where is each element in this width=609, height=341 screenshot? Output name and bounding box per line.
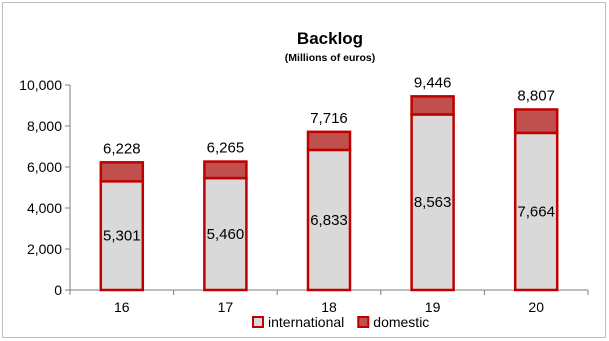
legend-label-domestic: domestic [373, 314, 429, 330]
x-tick-label: 20 [528, 299, 544, 315]
bar-segment-international [203, 176, 248, 292]
y-tick-label: 6,000 [27, 159, 62, 175]
bar-segment-international [306, 148, 352, 292]
bar-segment-domestic [203, 160, 248, 180]
bar-total-label: 6,228 [103, 140, 141, 157]
bar-segment-international [410, 113, 455, 292]
y-axis: 0 2,000 4,000 6,000 8,000 10,000 [19, 77, 71, 298]
x-tick-label: 18 [321, 299, 337, 315]
legend-swatch-international [252, 316, 264, 328]
bar-segment-international [99, 180, 145, 292]
bar-segment-domestic [410, 95, 455, 116]
x-tick-label: 16 [114, 299, 130, 315]
chart-title: Backlog [297, 29, 363, 48]
legend: international domestic [252, 314, 429, 330]
bar-value-label: 5,460 [207, 226, 245, 243]
bar-segment-domestic [99, 161, 145, 183]
bar-total-label: 7,716 [310, 110, 348, 127]
legend-swatch-domestic [357, 316, 370, 328]
bar-total-label: 8,807 [517, 87, 555, 104]
y-tick-label: 2,000 [27, 241, 62, 257]
bar-value-label: 8,563 [414, 194, 452, 211]
x-tick-label: 17 [218, 299, 234, 315]
x-tick-label: 19 [425, 299, 441, 315]
bar-total-label: 9,446 [414, 74, 452, 91]
x-axis: 16 17 18 19 20 [69, 289, 589, 315]
legend-label-international: international [268, 314, 344, 330]
bars: 5,301 6,228 5,460 6,265 6,833 7,716 8,563 9,446… [99, 74, 559, 292]
y-tick-label: 10,000 [19, 77, 62, 93]
chart-subtitle: (Millions of euros) [285, 52, 375, 64]
y-tick-label: 4,000 [27, 200, 62, 216]
bar-segment-domestic [513, 108, 559, 135]
bar-segment-domestic [306, 130, 352, 152]
bar-value-label: 7,664 [517, 203, 555, 220]
bar-total-label: 6,265 [207, 140, 245, 157]
bar-segment-international [513, 131, 559, 292]
bar-value-label: 6,833 [310, 212, 348, 229]
y-tick-label: 0 [54, 282, 62, 298]
y-tick-label: 8,000 [27, 118, 62, 134]
bar-value-label: 5,301 [103, 228, 141, 245]
